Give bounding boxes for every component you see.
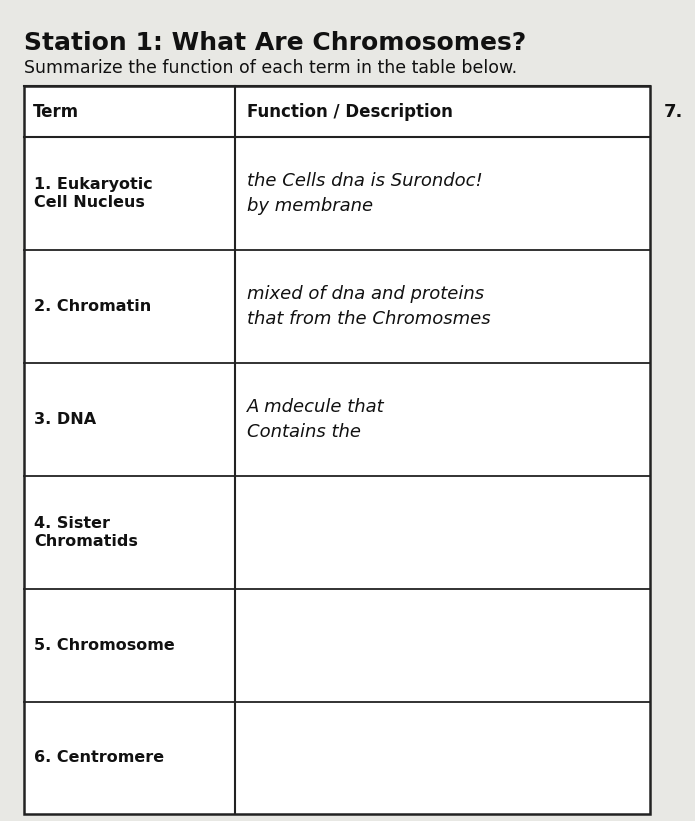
Text: Chromatids: Chromatids bbox=[34, 534, 138, 548]
Text: 7.: 7. bbox=[664, 103, 683, 121]
Text: mixed of dna and proteins: mixed of dna and proteins bbox=[247, 285, 484, 303]
Text: A mdecule that: A mdecule that bbox=[247, 398, 385, 416]
Text: Function / Description: Function / Description bbox=[247, 103, 453, 121]
Text: Cell Nucleus: Cell Nucleus bbox=[34, 195, 145, 210]
Bar bbox=[24, 86, 650, 814]
Text: the Cells dna is Surondoc!: the Cells dna is Surondoc! bbox=[247, 172, 483, 190]
Text: 5. Chromosome: 5. Chromosome bbox=[34, 638, 175, 653]
Text: 2. Chromatin: 2. Chromatin bbox=[34, 299, 152, 314]
Text: Term: Term bbox=[33, 103, 79, 121]
Bar bbox=[24, 86, 650, 137]
Text: by membrane: by membrane bbox=[247, 197, 373, 215]
Text: Contains the: Contains the bbox=[247, 423, 361, 441]
Text: 4. Sister: 4. Sister bbox=[34, 516, 110, 530]
Text: that from the Chromosmes: that from the Chromosmes bbox=[247, 310, 491, 328]
Text: 6. Centromere: 6. Centromere bbox=[34, 750, 164, 765]
Text: Summarize the function of each term in the table below.: Summarize the function of each term in t… bbox=[24, 59, 518, 77]
Bar bbox=[24, 86, 650, 814]
Text: 3. DNA: 3. DNA bbox=[34, 412, 96, 427]
Text: Station 1: What Are Chromosomes?: Station 1: What Are Chromosomes? bbox=[24, 31, 527, 55]
Text: 1. Eukaryotic: 1. Eukaryotic bbox=[34, 177, 153, 192]
